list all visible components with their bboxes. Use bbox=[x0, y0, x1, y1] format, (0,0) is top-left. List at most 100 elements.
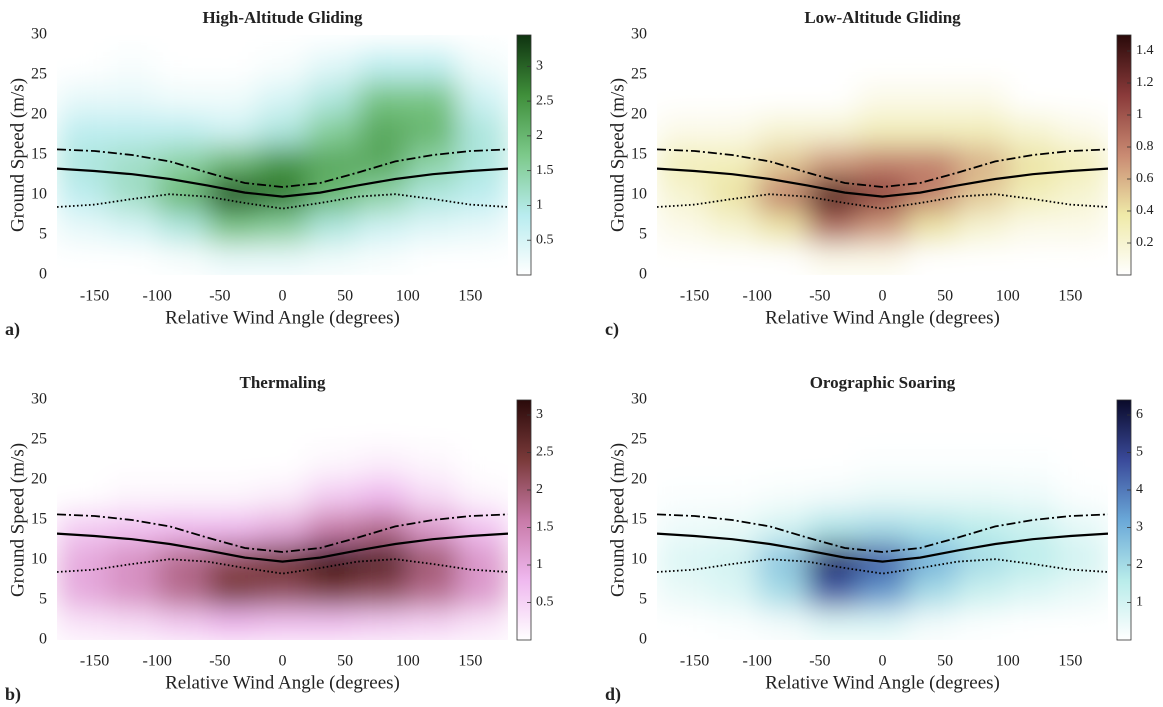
x-tick-label: 50 bbox=[337, 653, 353, 670]
x-tick-label: 100 bbox=[396, 653, 420, 670]
density-cell bbox=[757, 576, 808, 608]
density-cell bbox=[257, 147, 308, 179]
density-cell bbox=[1057, 83, 1108, 115]
y-tick-label: 10 bbox=[631, 551, 647, 568]
density-cell bbox=[757, 448, 808, 480]
y-tick-label: 30 bbox=[31, 391, 47, 408]
density bbox=[57, 416, 508, 640]
density-cell bbox=[907, 83, 958, 115]
density-cell bbox=[707, 115, 758, 147]
density-cell bbox=[107, 243, 158, 275]
density-cell bbox=[657, 51, 708, 83]
density-cell bbox=[807, 544, 858, 576]
density-cell bbox=[857, 480, 908, 512]
density-cell bbox=[907, 115, 958, 147]
density-cell bbox=[1007, 544, 1058, 576]
density-cell bbox=[157, 115, 208, 147]
density-cell bbox=[207, 608, 258, 640]
density-cell bbox=[807, 147, 858, 179]
density-cell bbox=[857, 243, 908, 275]
density-cell bbox=[57, 608, 108, 640]
density-cell bbox=[1007, 211, 1058, 243]
density-cell bbox=[107, 83, 158, 115]
density-cell bbox=[107, 416, 158, 448]
density-cell bbox=[807, 416, 858, 448]
colorbar-tick-label: 2 bbox=[1136, 557, 1143, 572]
x-tick-label: 50 bbox=[937, 288, 953, 305]
line-dashed bbox=[57, 513, 508, 553]
heatmap bbox=[657, 416, 1108, 640]
density-cell bbox=[107, 115, 158, 147]
density-cell bbox=[1057, 51, 1108, 83]
density-cell bbox=[957, 51, 1008, 83]
x-axis-label: Relative Wind Angle (degrees) bbox=[765, 307, 1000, 328]
density-cell bbox=[457, 544, 508, 576]
density-cell bbox=[207, 211, 258, 243]
density-cell bbox=[407, 416, 458, 448]
panel-label: a) bbox=[5, 319, 20, 340]
chart-title: High-Altitude Gliding bbox=[202, 8, 363, 27]
density-cell bbox=[1057, 211, 1108, 243]
density-cell bbox=[707, 416, 758, 448]
density-cell bbox=[857, 416, 908, 448]
density-cell bbox=[1007, 179, 1058, 211]
density-cell bbox=[107, 51, 158, 83]
density-cell bbox=[357, 512, 408, 544]
density-cell bbox=[707, 480, 758, 512]
density-cell bbox=[207, 243, 258, 275]
density-cell bbox=[857, 576, 908, 608]
density-cell bbox=[457, 608, 508, 640]
density-cell bbox=[957, 416, 1008, 448]
density-cell bbox=[707, 83, 758, 115]
density-cell bbox=[1007, 51, 1058, 83]
density-cell bbox=[407, 115, 458, 147]
colorbar-tick-label: 0.5 bbox=[536, 595, 554, 610]
density-cell bbox=[407, 51, 458, 83]
density-cell bbox=[1057, 243, 1108, 275]
density-cell bbox=[1057, 179, 1108, 211]
y-tick-label: 0 bbox=[39, 266, 47, 283]
colorbar-tick-label: 3 bbox=[1136, 520, 1143, 535]
y-tick-label: 0 bbox=[639, 631, 647, 648]
density-cell bbox=[957, 211, 1008, 243]
x-tick-label: 50 bbox=[337, 288, 353, 305]
chart-title: Thermaling bbox=[240, 373, 326, 392]
density-cell bbox=[357, 448, 408, 480]
density bbox=[657, 51, 1108, 275]
density-cell bbox=[807, 211, 858, 243]
density-cell bbox=[1007, 115, 1058, 147]
density-cell bbox=[157, 416, 208, 448]
x-tick-label: -50 bbox=[809, 653, 830, 670]
density-cell bbox=[957, 480, 1008, 512]
chart-title: Orographic Soaring bbox=[810, 373, 956, 392]
colorbar-tick-label: 1.5 bbox=[536, 520, 554, 535]
density-cell bbox=[307, 211, 358, 243]
density-cell bbox=[307, 115, 358, 147]
density-cell bbox=[357, 576, 408, 608]
x-tick-label: 100 bbox=[996, 653, 1020, 670]
colorbar-tick-label: 0.5 bbox=[536, 232, 554, 247]
x-tick-label: -50 bbox=[209, 288, 230, 305]
density-cell bbox=[107, 544, 158, 576]
colorbar bbox=[516, 34, 532, 276]
density-cell bbox=[307, 83, 358, 115]
density-cell bbox=[907, 480, 958, 512]
density-cell bbox=[807, 448, 858, 480]
density-cell bbox=[457, 243, 508, 275]
x-tick-label: -50 bbox=[209, 653, 230, 670]
density bbox=[657, 416, 1108, 640]
density-cell bbox=[807, 179, 858, 211]
density-cell bbox=[1007, 416, 1058, 448]
density-cell bbox=[707, 448, 758, 480]
colorbar-tick-label: 2 bbox=[536, 482, 543, 497]
density-cell bbox=[657, 416, 708, 448]
y-tick-label: 15 bbox=[31, 511, 47, 528]
density-cell bbox=[457, 448, 508, 480]
heatmap bbox=[57, 51, 508, 275]
density-cell bbox=[657, 448, 708, 480]
density-cell bbox=[807, 83, 858, 115]
x-tick-label: -150 bbox=[80, 653, 109, 670]
density-cell bbox=[1057, 576, 1108, 608]
x-tick-label: 150 bbox=[458, 653, 482, 670]
density-cell bbox=[1057, 448, 1108, 480]
